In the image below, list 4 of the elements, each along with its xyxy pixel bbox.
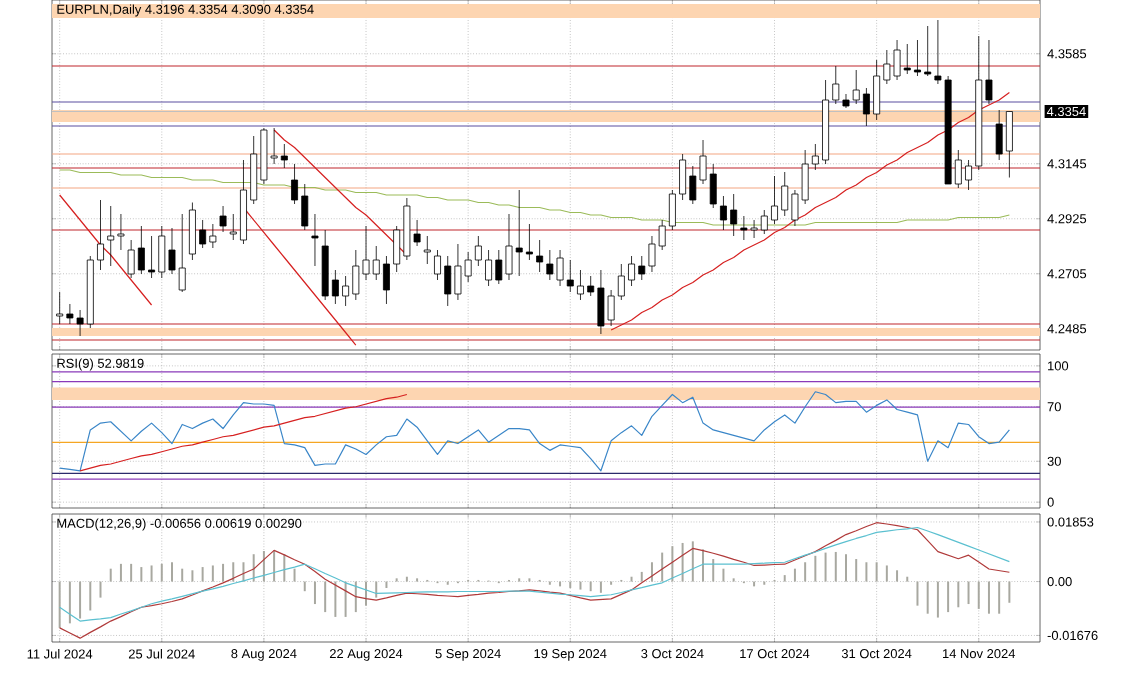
candlestick — [536, 239, 544, 273]
candlestick — [311, 213, 319, 267]
candlestick — [219, 205, 227, 233]
candlestick — [423, 235, 431, 265]
